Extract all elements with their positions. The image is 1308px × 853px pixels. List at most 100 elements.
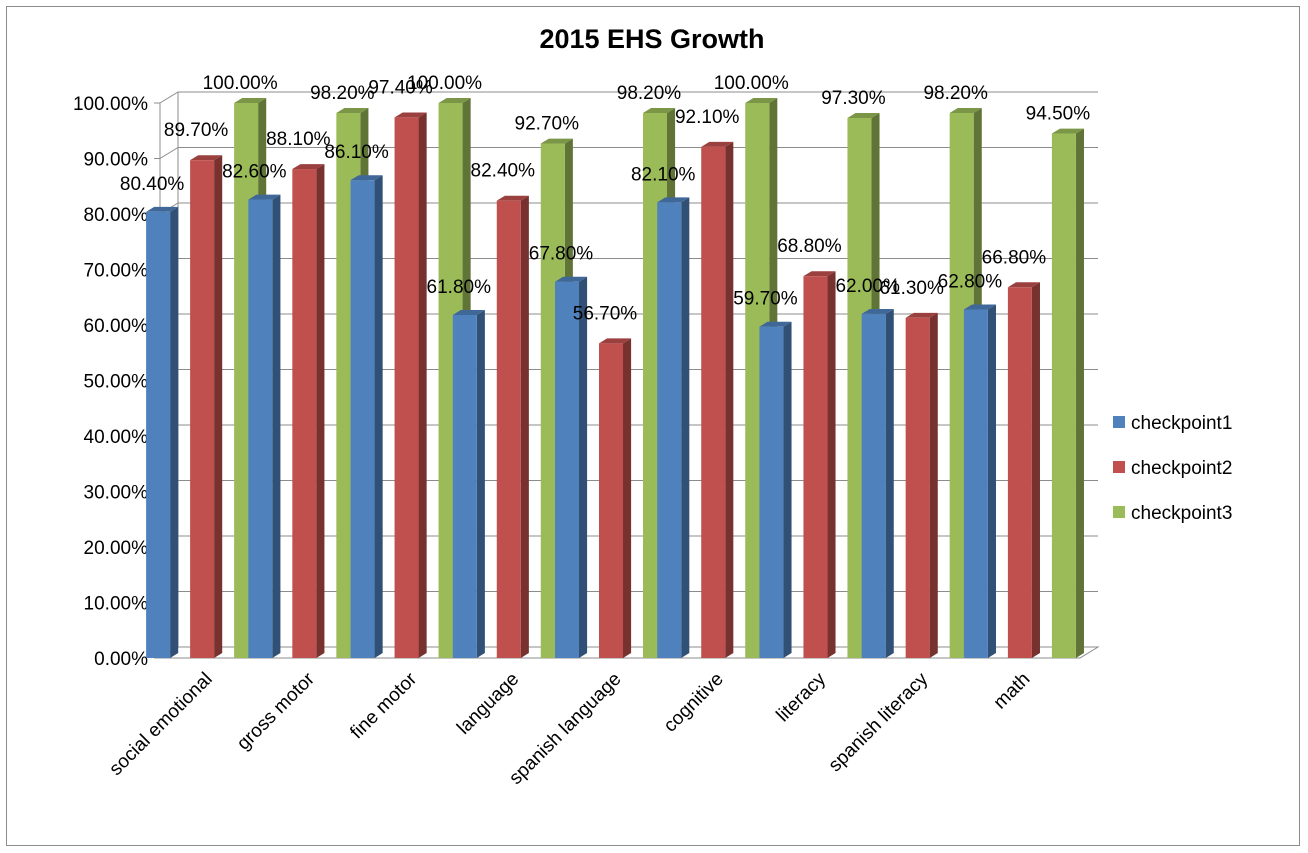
bar-side bbox=[929, 312, 938, 658]
chart-title: 2015 EHS Growth bbox=[539, 24, 764, 54]
bar-side bbox=[987, 304, 996, 658]
bar-side bbox=[272, 194, 281, 658]
data-label-checkpoint2: 97.40% bbox=[368, 77, 433, 98]
x-tick-label: gross motor bbox=[233, 668, 319, 754]
bar-front bbox=[1007, 287, 1032, 658]
data-label-checkpoint2: 88.10% bbox=[266, 129, 331, 150]
bar-front bbox=[394, 117, 419, 659]
bar-checkpoint3 bbox=[1051, 128, 1084, 658]
y-tick-label: 100.00% bbox=[73, 94, 148, 115]
legend-swatch-checkpoint2 bbox=[1113, 461, 1125, 473]
bar-front bbox=[146, 211, 171, 658]
data-label-checkpoint2: 66.80% bbox=[982, 247, 1047, 268]
data-label-checkpoint3: 98.20% bbox=[617, 83, 682, 104]
bar-side bbox=[1075, 128, 1084, 658]
y-tick-label: 40.00% bbox=[84, 427, 149, 448]
y-tick-label: 0.00% bbox=[94, 649, 148, 670]
bar-top bbox=[657, 197, 690, 203]
bar-top bbox=[146, 206, 179, 212]
bar-side bbox=[681, 197, 690, 658]
bar-side bbox=[579, 276, 588, 658]
bar-top bbox=[643, 108, 676, 113]
x-axis: social emotional gross motor fine motor lan… bbox=[105, 668, 1034, 789]
gridline bbox=[159, 91, 1098, 104]
y-tick-label: 30.00% bbox=[84, 483, 149, 504]
bar-top bbox=[234, 98, 267, 103]
bar-front bbox=[190, 160, 215, 659]
bar-front bbox=[1051, 133, 1076, 658]
bar-checkpoint2 bbox=[803, 271, 836, 658]
data-label-checkpoint2: 61.30% bbox=[879, 278, 944, 299]
bar-checkpoint2 bbox=[1007, 282, 1040, 658]
bar-checkpoint1 bbox=[861, 308, 894, 658]
bar-checkpoint1 bbox=[146, 206, 179, 658]
bar-checkpoint2 bbox=[701, 141, 734, 658]
bar-checkpoint1 bbox=[555, 276, 588, 658]
y-tick-label: 20.00% bbox=[84, 538, 149, 559]
bar-top bbox=[438, 98, 471, 103]
bar-checkpoint1 bbox=[350, 175, 383, 658]
bar-top bbox=[949, 108, 982, 113]
data-label-checkpoint3: 92.70% bbox=[515, 114, 580, 135]
gridline bbox=[159, 147, 1098, 159]
bar-side bbox=[827, 271, 836, 658]
x-tick-label: cognitive bbox=[660, 669, 728, 737]
data-label-checkpoint1: 62.00% bbox=[835, 276, 900, 297]
legend-label-checkpoint2: checkpoint2 bbox=[1131, 458, 1232, 479]
bar-side bbox=[725, 141, 734, 658]
x-tick-label: spanish language bbox=[505, 669, 625, 789]
legend-swatch-checkpoint1 bbox=[1113, 416, 1125, 428]
bar-front bbox=[555, 281, 579, 658]
data-label-checkpoint3: 94.50% bbox=[1026, 104, 1091, 125]
bar-side bbox=[418, 112, 427, 659]
bar-side bbox=[520, 195, 529, 659]
bar-top bbox=[599, 338, 632, 344]
bar-front bbox=[292, 169, 317, 659]
legend-label-checkpoint3: checkpoint3 bbox=[1131, 503, 1232, 524]
data-label-checkpoint2: 82.40% bbox=[471, 161, 536, 182]
bar-side bbox=[623, 338, 632, 658]
bar-checkpoint1 bbox=[248, 194, 281, 658]
y-tick-label: 10.00% bbox=[84, 594, 149, 615]
bar-top bbox=[394, 112, 427, 118]
bar-checkpoint2 bbox=[905, 312, 938, 658]
bar-front bbox=[963, 309, 988, 658]
data-label-checkpoint3: 97.30% bbox=[821, 88, 886, 109]
bar-top bbox=[847, 113, 880, 118]
bar-checkpoint2 bbox=[190, 155, 223, 659]
bar-top bbox=[905, 312, 938, 318]
bar-side bbox=[476, 310, 485, 658]
legend-label-checkpoint1: checkpoint1 bbox=[1131, 413, 1232, 434]
bar-front bbox=[861, 313, 886, 658]
bar-checkpoint2 bbox=[496, 195, 529, 659]
bar-checkpoint1 bbox=[963, 304, 996, 658]
bar-front bbox=[759, 326, 784, 658]
bar-front bbox=[452, 315, 477, 658]
bar-side bbox=[316, 164, 325, 658]
data-label-checkpoint2: 92.10% bbox=[675, 107, 740, 128]
data-label-checkpoint3: 100.00% bbox=[203, 73, 278, 94]
x-tick-label: social emotional bbox=[105, 669, 216, 780]
bar-side bbox=[170, 206, 179, 658]
bar-side bbox=[885, 308, 894, 658]
x-tick-label: language bbox=[453, 669, 523, 739]
y-tick-label: 60.00% bbox=[84, 316, 149, 337]
bar-front bbox=[657, 202, 682, 658]
bars bbox=[146, 98, 1084, 659]
y-tick-label: 90.00% bbox=[84, 150, 149, 171]
bar-top bbox=[350, 175, 383, 181]
bar-front bbox=[599, 343, 623, 658]
legend: checkpoint1 checkpoint2 checkpoint3 bbox=[1113, 413, 1232, 524]
data-labels: 80.40% 89.70% 100.00% 82.60% 88.10% 98.20% 86.… bbox=[120, 73, 1090, 324]
bar-top bbox=[1051, 128, 1084, 134]
bar-top bbox=[336, 108, 369, 113]
bar-front bbox=[350, 180, 375, 658]
data-label-checkpoint1: 59.70% bbox=[733, 289, 798, 310]
bar-front bbox=[701, 146, 726, 658]
bar-front bbox=[496, 200, 521, 658]
bar-top bbox=[292, 164, 325, 170]
data-label-checkpoint3: 100.00% bbox=[714, 73, 789, 94]
bar-top bbox=[745, 98, 778, 103]
data-label-checkpoint1: 82.10% bbox=[631, 164, 696, 185]
